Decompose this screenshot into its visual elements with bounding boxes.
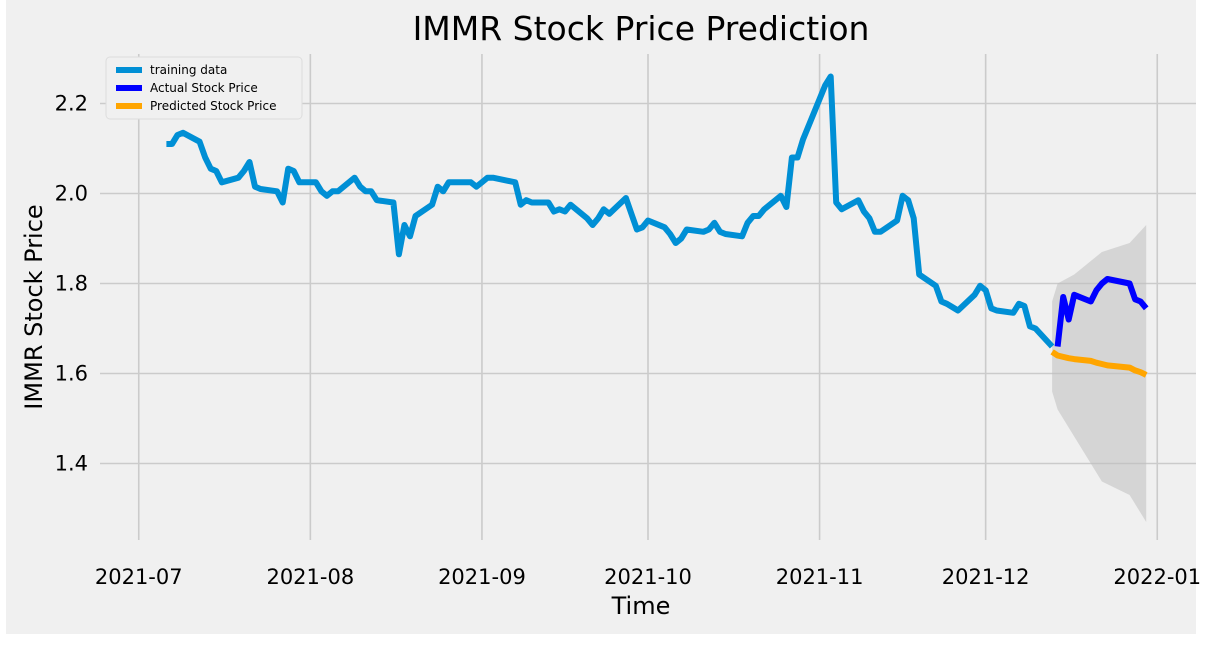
- y-tick-label: 1.4: [55, 452, 88, 476]
- x-axis-label: Time: [611, 592, 671, 620]
- x-tick-label: 2021-07: [95, 565, 183, 589]
- series-line-actual-stock-price: [1054, 276, 1149, 347]
- x-tick-label: 2022-01: [1113, 565, 1201, 589]
- legend: training data Actual Stock Price Predicted…: [105, 56, 303, 120]
- chart-title: IMMR Stock Price Prediction: [413, 9, 870, 48]
- x-tick-label: 2021-09: [438, 565, 526, 589]
- series-line-predicted-stock-price: [1050, 349, 1148, 378]
- x-tick-label: 2021-11: [776, 565, 864, 589]
- y-axis-label: IMMR Stock Price: [20, 204, 48, 409]
- y-tick-label: 2.2: [55, 92, 88, 116]
- legend-box: [105, 56, 303, 120]
- legend-label: training data: [150, 63, 227, 77]
- tick-labels: 2021-07 2021-08 2021-09 2021-10 2021-11 2021-…: [55, 92, 1202, 590]
- x-tick-label: 2021-08: [266, 565, 354, 589]
- y-tick-label: 2.0: [55, 182, 88, 206]
- y-tick-label: 1.6: [55, 362, 88, 386]
- series-lines: [166, 73, 1149, 378]
- legend-label: Predicted Stock Price: [150, 99, 276, 113]
- y-tick-label: 1.8: [55, 272, 88, 296]
- series-line-training-data: [166, 73, 1055, 349]
- legend-label: Actual Stock Price: [150, 81, 258, 95]
- x-tick-label: 2021-10: [604, 565, 692, 589]
- x-tick-label: 2021-12: [942, 565, 1030, 589]
